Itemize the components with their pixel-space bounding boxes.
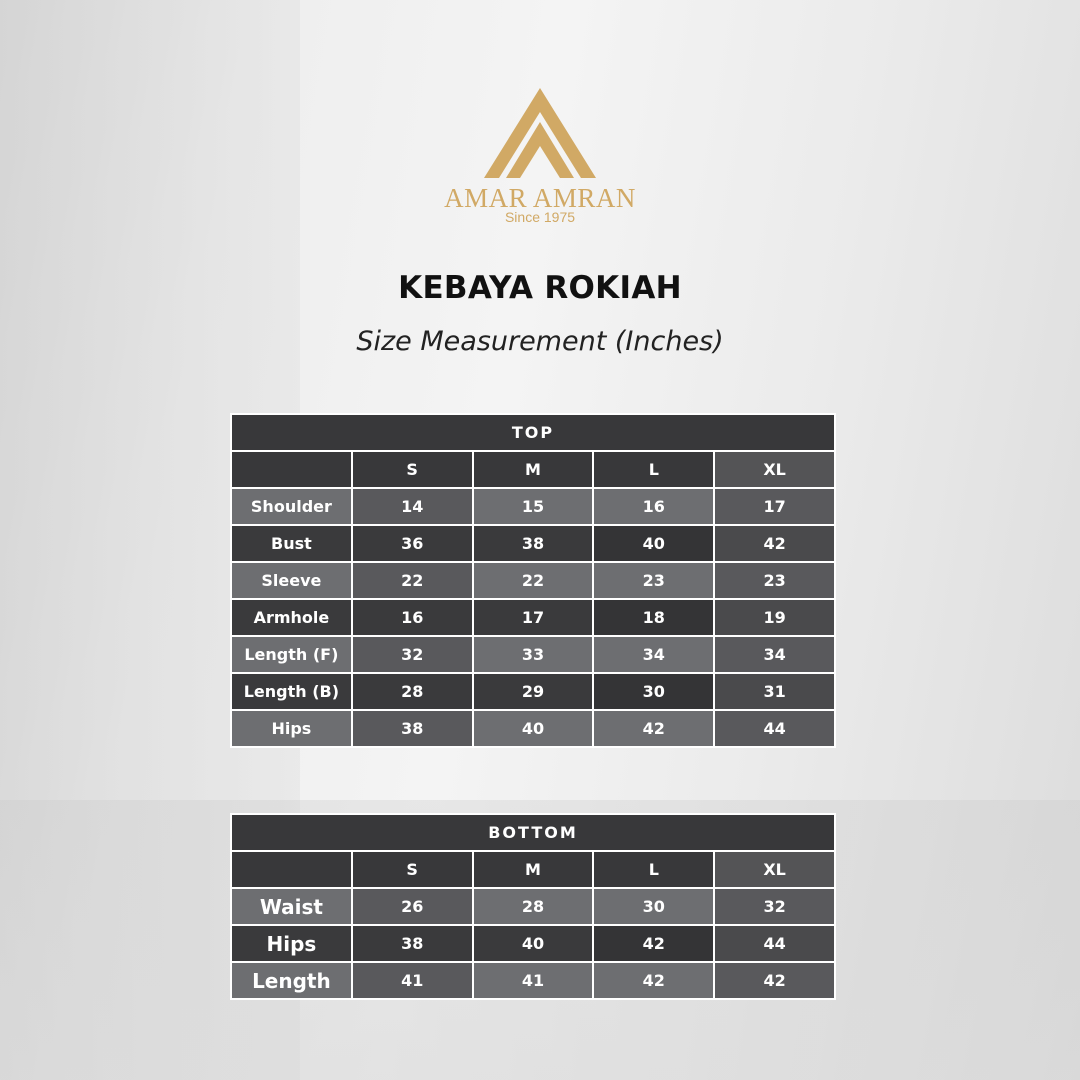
table-row: Sleeve 22 22 23 23 (230, 561, 836, 600)
measurement-value: 28 (471, 887, 595, 926)
measurement-value: 38 (350, 924, 474, 963)
measurement-value: 19 (713, 598, 836, 637)
measurement-label: Length (F) (230, 635, 353, 674)
measurement-value: 36 (350, 524, 474, 563)
measurement-label: Armhole (230, 598, 353, 637)
measurement-value: 41 (350, 961, 474, 1000)
measurement-value: 14 (350, 487, 474, 526)
measurement-value: 22 (350, 561, 474, 600)
page-subtitle: Size Measurement (Inches) (356, 326, 724, 357)
measurement-value: 18 (592, 598, 716, 637)
table-row: Length (F) 32 33 34 34 (230, 635, 836, 674)
measurement-value: 23 (592, 561, 716, 600)
table-row: Length 41 41 42 42 (230, 961, 836, 1000)
section-heading: TOP (230, 413, 836, 452)
measurement-value: 22 (471, 561, 595, 600)
measurement-value: 34 (592, 635, 716, 674)
measurement-value: 32 (713, 887, 836, 926)
size-header-cell: S (350, 450, 474, 489)
measurement-label: Waist (230, 887, 353, 926)
measurement-label: Bust (230, 524, 353, 563)
table-row: Armhole 16 17 18 19 (230, 598, 836, 637)
measurement-value: 32 (350, 635, 474, 674)
measurement-value: 38 (471, 524, 595, 563)
measurement-value: 16 (350, 598, 474, 637)
measurement-value: 34 (713, 635, 836, 674)
measurement-value: 15 (471, 487, 595, 526)
size-header-cell: XL (713, 450, 836, 489)
size-header-row: S M L XL (230, 450, 836, 489)
measurement-value: 38 (350, 709, 474, 748)
top-size-table: TOP S M L XL Shoulder 14 15 16 17 Bust 36 38 40 42 Slee… (230, 413, 836, 748)
size-header-cell: M (471, 850, 595, 889)
size-header-cell: XL (713, 850, 836, 889)
measurement-value: 44 (713, 924, 836, 963)
brand-tagline: Since 1975 (504, 209, 576, 225)
table-row: Waist 26 28 30 32 (230, 887, 836, 926)
measurement-value: 42 (713, 524, 836, 563)
measurement-value: 41 (471, 961, 595, 1000)
measurement-label: Sleeve (230, 561, 353, 600)
size-header-cell: S (350, 850, 474, 889)
measurement-label: Hips (230, 709, 353, 748)
measurement-value: 29 (471, 672, 595, 711)
measurement-label: Length (B) (230, 672, 353, 711)
section-heading-row: BOTTOM (230, 813, 836, 852)
measurement-value: 17 (713, 487, 836, 526)
size-header-row: S M L XL (230, 850, 836, 889)
measurement-label: Shoulder (230, 487, 353, 526)
measurement-value: 30 (592, 672, 716, 711)
product-title: KEBAYA ROKIAH (398, 270, 682, 306)
measurement-value: 42 (592, 709, 716, 748)
brand-logo-mark (440, 86, 640, 186)
measurement-value: 17 (471, 598, 595, 637)
measurement-value: 30 (592, 887, 716, 926)
table-row: Shoulder 14 15 16 17 (230, 487, 836, 526)
size-header-cell: L (592, 450, 716, 489)
measurement-value: 33 (471, 635, 595, 674)
empty-corner-cell (230, 850, 353, 889)
measurement-value: 40 (471, 924, 595, 963)
measurement-value: 42 (592, 961, 716, 1000)
table-row: Bust 36 38 40 42 (230, 524, 836, 563)
measurement-label: Hips (230, 924, 353, 963)
measurement-value: 40 (592, 524, 716, 563)
section-heading: BOTTOM (230, 813, 836, 852)
size-header-cell: M (471, 450, 595, 489)
measurement-value: 40 (471, 709, 595, 748)
table-row: Hips 38 40 42 44 (230, 924, 836, 963)
section-heading-row: TOP (230, 413, 836, 452)
measurement-value: 16 (592, 487, 716, 526)
measurement-value: 31 (713, 672, 836, 711)
table-row: Hips 38 40 42 44 (230, 709, 836, 748)
brand-name: AMAR AMRAN (444, 183, 636, 213)
measurement-value: 28 (350, 672, 474, 711)
measurement-value: 26 (350, 887, 474, 926)
size-header-cell: L (592, 850, 716, 889)
measurement-value: 44 (713, 709, 836, 748)
measurement-value: 23 (713, 561, 836, 600)
measurement-value: 42 (713, 961, 836, 1000)
table-row: Length (B) 28 29 30 31 (230, 672, 836, 711)
measurement-value: 42 (592, 924, 716, 963)
empty-corner-cell (230, 450, 353, 489)
bottom-size-table: BOTTOM S M L XL Waist 26 28 30 32 Hips 38 40 42 44 Leng… (230, 813, 836, 1000)
measurement-label: Length (230, 961, 353, 1000)
